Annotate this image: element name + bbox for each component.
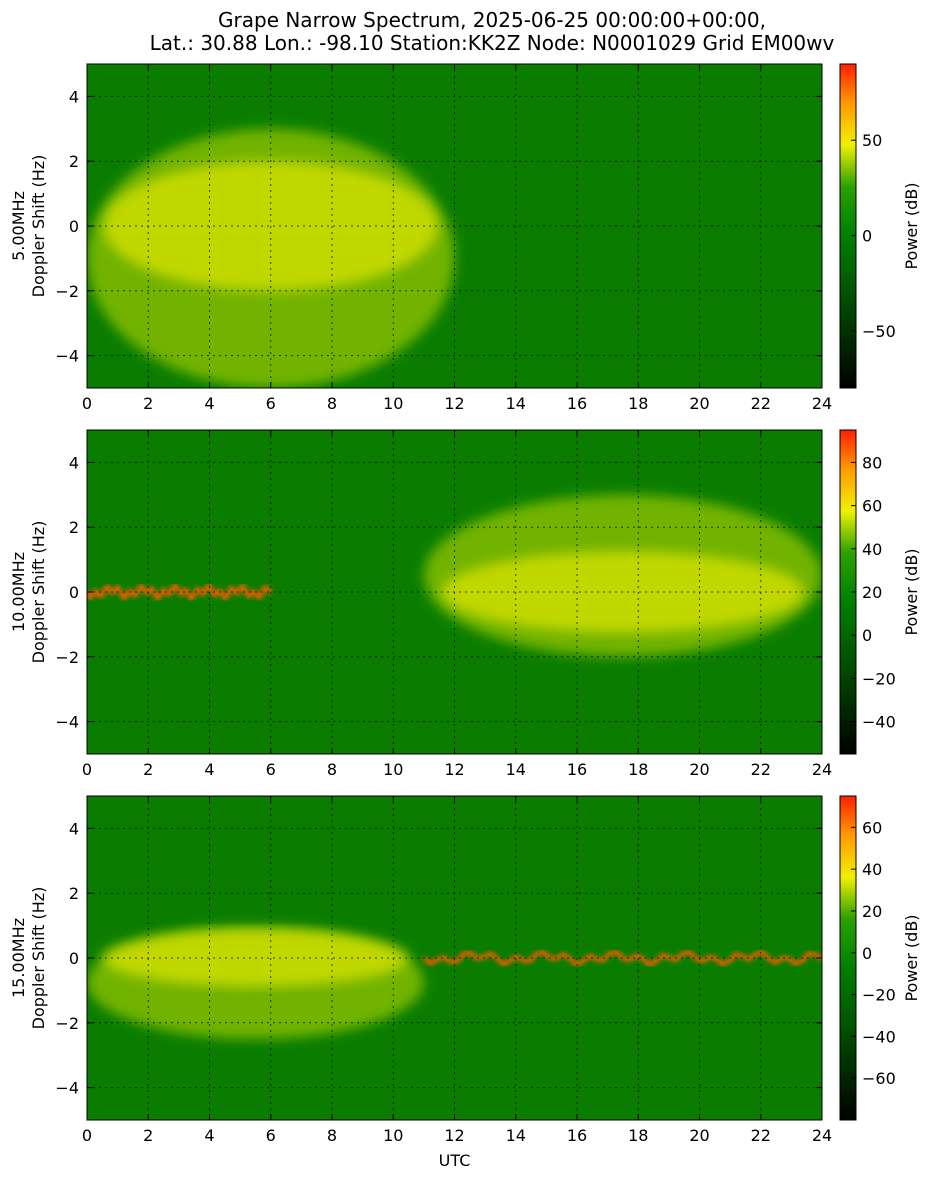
y-tick-label: 0 [69, 949, 79, 968]
y-tick-label: 0 [69, 217, 79, 236]
y-tick-label: 0 [69, 583, 79, 602]
chart-title-line2: Lat.: 30.88 Lon.: -98.10 Station:KK2Z No… [150, 31, 835, 55]
y-tick-label: 2 [69, 152, 79, 171]
x-tick-label: 2 [143, 1126, 153, 1145]
y-tick-label: −4 [55, 347, 79, 366]
x-tick-label: 16 [567, 760, 587, 779]
x-tick-label: 12 [444, 760, 464, 779]
y-axis-label: Doppler Shift (Hz) [29, 887, 48, 1030]
x-tick-label: 18 [628, 394, 648, 413]
x-tick-label: 18 [628, 1126, 648, 1145]
x-tick-label: 14 [506, 760, 526, 779]
colorbar-tick-label: 40 [862, 860, 882, 879]
x-tick-label: 6 [266, 1126, 276, 1145]
heatmap-body [87, 494, 822, 657]
x-tick-label: 16 [567, 394, 587, 413]
y-tick-label: 4 [69, 87, 79, 106]
colorbar-tick-label: 20 [862, 583, 882, 602]
y-axis-label: 10.00MHz [9, 552, 28, 632]
x-tick-label: 20 [689, 394, 709, 413]
x-tick-label: 0 [82, 760, 92, 779]
y-tick-label: 2 [69, 884, 79, 903]
x-tick-label: 24 [812, 394, 832, 413]
x-tick-label: 10 [383, 394, 403, 413]
x-tick-label: 6 [266, 760, 276, 779]
y-axis-label: 15.00MHz [9, 918, 28, 998]
x-tick-label: 18 [628, 760, 648, 779]
x-tick-label: 20 [689, 760, 709, 779]
colorbar-label: Power (dB) [902, 914, 921, 1001]
x-tick-label: 8 [327, 1126, 337, 1145]
colorbar-tick-label: 0 [862, 944, 872, 963]
x-tick-label: 14 [506, 1126, 526, 1145]
colorbar-tick-label: 20 [862, 902, 882, 921]
x-tick-label: 6 [266, 394, 276, 413]
colorbar-tick-label: 80 [862, 453, 882, 472]
x-tick-label: 0 [82, 394, 92, 413]
x-tick-label: 14 [506, 394, 526, 413]
x-tick-label: 0 [82, 1126, 92, 1145]
x-tick-label: 22 [751, 760, 771, 779]
x-tick-label: 20 [689, 1126, 709, 1145]
y-axis-label: Doppler Shift (Hz) [29, 155, 48, 298]
colorbar-label: Power (dB) [902, 548, 921, 635]
x-tick-label: 8 [327, 760, 337, 779]
y-tick-label: 2 [69, 518, 79, 537]
x-tick-label: 4 [204, 760, 214, 779]
y-tick-label: −4 [55, 1079, 79, 1098]
x-axis-label: UTC [439, 1151, 471, 1170]
x-tick-label: 2 [143, 760, 153, 779]
x-tick-label: 10 [383, 760, 403, 779]
colorbar-tick-label: 0 [862, 227, 872, 246]
colorbar-label: Power (dB) [902, 182, 921, 269]
colorbar [839, 63, 857, 389]
y-axis-label: 5.00MHz [9, 191, 28, 261]
colorbar-tick-label: −40 [862, 713, 896, 732]
y-tick-label: 4 [69, 453, 79, 472]
colorbar-tick-label: −50 [862, 322, 896, 341]
x-tick-label: 16 [567, 1126, 587, 1145]
x-tick-label: 4 [204, 394, 214, 413]
x-tick-label: 24 [812, 1126, 832, 1145]
x-tick-label: 12 [444, 1126, 464, 1145]
colorbar-tick-label: −60 [862, 1069, 896, 1088]
x-tick-label: 24 [812, 760, 832, 779]
colorbar [839, 795, 857, 1121]
colorbar-tick-label: 0 [862, 626, 872, 645]
x-tick-label: 12 [444, 394, 464, 413]
x-tick-label: 10 [383, 1126, 403, 1145]
y-tick-label: −4 [55, 713, 79, 732]
x-tick-label: 8 [327, 394, 337, 413]
colorbar-tick-label: −20 [862, 986, 896, 1005]
x-tick-label: 22 [751, 1126, 771, 1145]
x-tick-label: 22 [751, 394, 771, 413]
heatmap-body [87, 128, 822, 388]
x-tick-label: 4 [204, 1126, 214, 1145]
colorbar-tick-label: 50 [862, 131, 882, 150]
y-axis-label: Doppler Shift (Hz) [29, 521, 48, 664]
colorbar-tick-label: 40 [862, 540, 882, 559]
y-tick-label: −2 [55, 282, 79, 301]
chart-title-line1: Grape Narrow Spectrum, 2025-06-25 00:00:… [218, 8, 766, 32]
colorbar-tick-label: −20 [862, 669, 896, 688]
colorbar-tick-label: 60 [862, 497, 882, 516]
colorbar-tick-label: −40 [862, 1027, 896, 1046]
colorbar-tick-label: 60 [862, 818, 882, 837]
y-tick-label: 4 [69, 819, 79, 838]
y-tick-label: −2 [55, 648, 79, 667]
y-tick-label: −2 [55, 1014, 79, 1033]
x-tick-label: 2 [143, 394, 153, 413]
